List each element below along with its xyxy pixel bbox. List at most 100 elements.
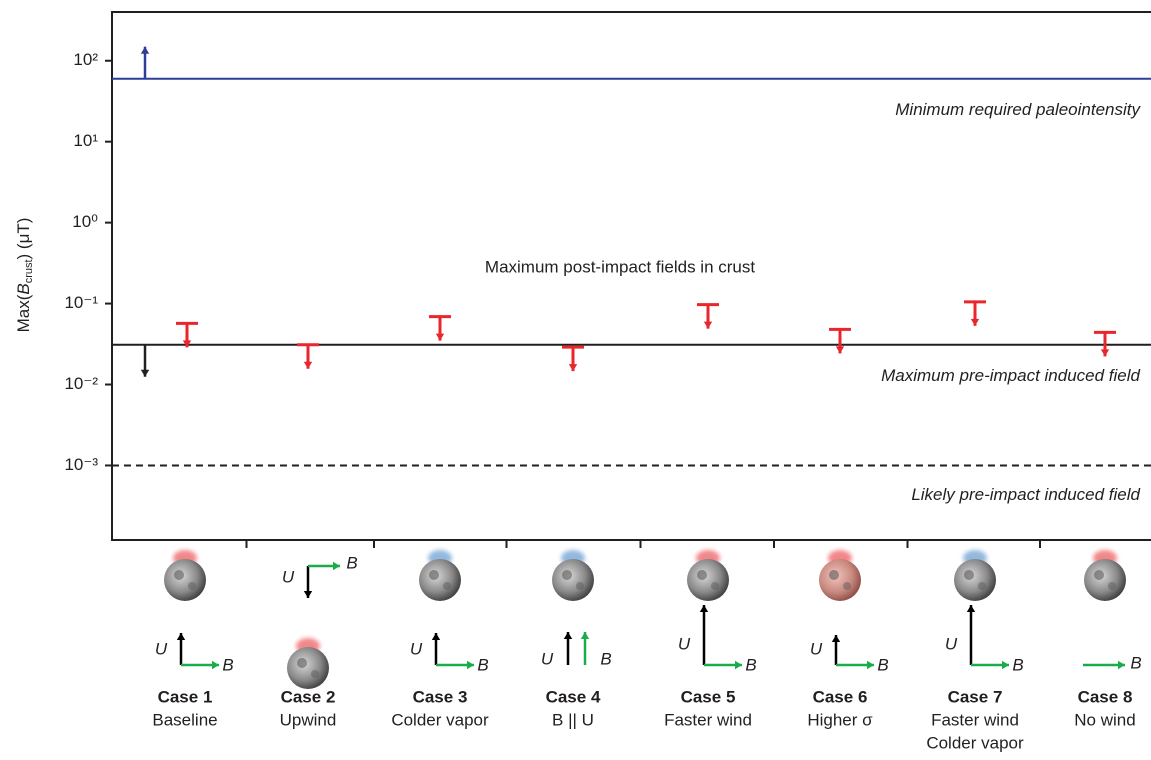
b-arrow-head bbox=[867, 660, 874, 670]
upper-limit bbox=[176, 321, 198, 348]
vector-label: B bbox=[600, 649, 611, 668]
vector-diagram bbox=[1083, 660, 1125, 670]
u-arrow-head bbox=[966, 605, 976, 612]
y-tick-label: 10¹ bbox=[73, 131, 98, 150]
vector-label: B bbox=[1130, 653, 1141, 672]
category-subtitle: Faster wind bbox=[931, 710, 1019, 729]
limit-arrow-head bbox=[970, 318, 980, 326]
vector-diagram bbox=[431, 633, 474, 670]
category-subtitle: No wind bbox=[1074, 710, 1135, 729]
upper-limit bbox=[1094, 330, 1116, 357]
moon bbox=[164, 559, 206, 601]
vector-label: U bbox=[282, 567, 295, 586]
moon bbox=[552, 559, 594, 601]
moon-icon bbox=[1084, 550, 1126, 601]
moon-crater bbox=[1108, 582, 1116, 590]
category-label: Case 2 bbox=[281, 687, 336, 706]
b-arrow-head bbox=[467, 660, 474, 670]
upper-limit bbox=[562, 345, 584, 372]
moon-crater bbox=[829, 570, 839, 580]
u-arrow-head bbox=[831, 635, 841, 642]
moon-crater bbox=[174, 570, 184, 580]
reference-label: Minimum required paleointensity bbox=[895, 100, 1141, 119]
vector-label: B bbox=[222, 655, 233, 674]
y-label-symbol: B bbox=[14, 283, 33, 294]
limit-arrow-head bbox=[835, 346, 845, 354]
category-label: Case 3 bbox=[413, 687, 468, 706]
moon-icon bbox=[164, 550, 206, 601]
vector-diagram bbox=[303, 561, 340, 598]
vector-label: B bbox=[1012, 655, 1023, 674]
y-label-suffix: ) (μT) bbox=[14, 218, 33, 260]
moon-icon bbox=[552, 550, 594, 601]
y-label-prefix: Max( bbox=[14, 294, 33, 332]
vector-label: B bbox=[477, 655, 488, 674]
vector-diagram bbox=[699, 605, 742, 670]
category-label: Case 6 bbox=[813, 687, 868, 706]
limit-arrow-head bbox=[1100, 349, 1110, 357]
moon-crater bbox=[297, 658, 307, 668]
u-arrow-head bbox=[176, 633, 186, 640]
moon-crater bbox=[1094, 570, 1104, 580]
limit-arrow-head bbox=[435, 333, 445, 341]
moon bbox=[954, 559, 996, 601]
b-arrow-head bbox=[1002, 660, 1009, 670]
y-tick-label: 10⁰ bbox=[72, 212, 98, 231]
ref-arrow-head bbox=[140, 369, 150, 377]
vector-label: U bbox=[678, 634, 691, 653]
y-label-subscript: crust bbox=[23, 259, 35, 283]
moon-crater bbox=[978, 582, 986, 590]
vector-label: U bbox=[541, 649, 554, 668]
vector-label: B bbox=[877, 655, 888, 674]
category-label: Case 7 bbox=[948, 687, 1003, 706]
u-arrow-head bbox=[699, 605, 709, 612]
category-label: Case 1 bbox=[158, 687, 213, 706]
vector-diagram bbox=[831, 635, 874, 670]
moon bbox=[687, 559, 729, 601]
vector-diagram bbox=[563, 632, 590, 665]
limit-arrow-head bbox=[182, 340, 192, 348]
category-label: Case 8 bbox=[1078, 687, 1133, 706]
limit-arrow-head bbox=[568, 364, 578, 372]
vector-label: U bbox=[410, 639, 423, 658]
moon-crater bbox=[697, 570, 707, 580]
moon-crater bbox=[576, 582, 584, 590]
vector-label: U bbox=[810, 639, 823, 658]
moon-crater bbox=[429, 570, 439, 580]
vector-label: U bbox=[155, 639, 168, 658]
category-subtitle: Higher σ bbox=[807, 710, 873, 729]
ref-arrow-head bbox=[140, 46, 150, 54]
moon bbox=[419, 559, 461, 601]
moon-crater bbox=[964, 570, 974, 580]
category-subtitle: Baseline bbox=[152, 710, 217, 729]
category-subtitle: Colder vapor bbox=[391, 710, 489, 729]
y-axis-label: Max(Bcrust) (μT) bbox=[14, 218, 34, 333]
vector-diagram bbox=[966, 605, 1009, 670]
b-arrow-head bbox=[333, 561, 340, 571]
moon-crater bbox=[188, 582, 196, 590]
upper-limit bbox=[429, 315, 451, 341]
y-tick-label: 10⁻² bbox=[64, 374, 98, 393]
b-arrow-head bbox=[580, 632, 590, 639]
moon bbox=[287, 647, 329, 689]
limit-arrow-head bbox=[303, 361, 313, 369]
vector-label: B bbox=[745, 655, 756, 674]
reference-arrow bbox=[140, 46, 150, 79]
series-label: Maximum post-impact fields in crust bbox=[485, 257, 755, 276]
category-subtitle: Colder vapor bbox=[926, 733, 1024, 752]
category-label: Case 5 bbox=[681, 687, 736, 706]
upper-limit bbox=[297, 343, 319, 369]
moon-crater bbox=[843, 582, 851, 590]
y-tick-label: 10⁻³ bbox=[64, 455, 98, 474]
u-arrow-head bbox=[303, 591, 313, 598]
moon-crater bbox=[562, 570, 572, 580]
moon bbox=[819, 559, 861, 601]
vector-diagram bbox=[176, 633, 219, 670]
moon-icon bbox=[687, 550, 729, 601]
b-arrow-head bbox=[1118, 660, 1125, 670]
category-label: Case 4 bbox=[546, 687, 601, 706]
category-subtitle: Faster wind bbox=[664, 710, 752, 729]
limit-arrow-head bbox=[703, 321, 713, 329]
